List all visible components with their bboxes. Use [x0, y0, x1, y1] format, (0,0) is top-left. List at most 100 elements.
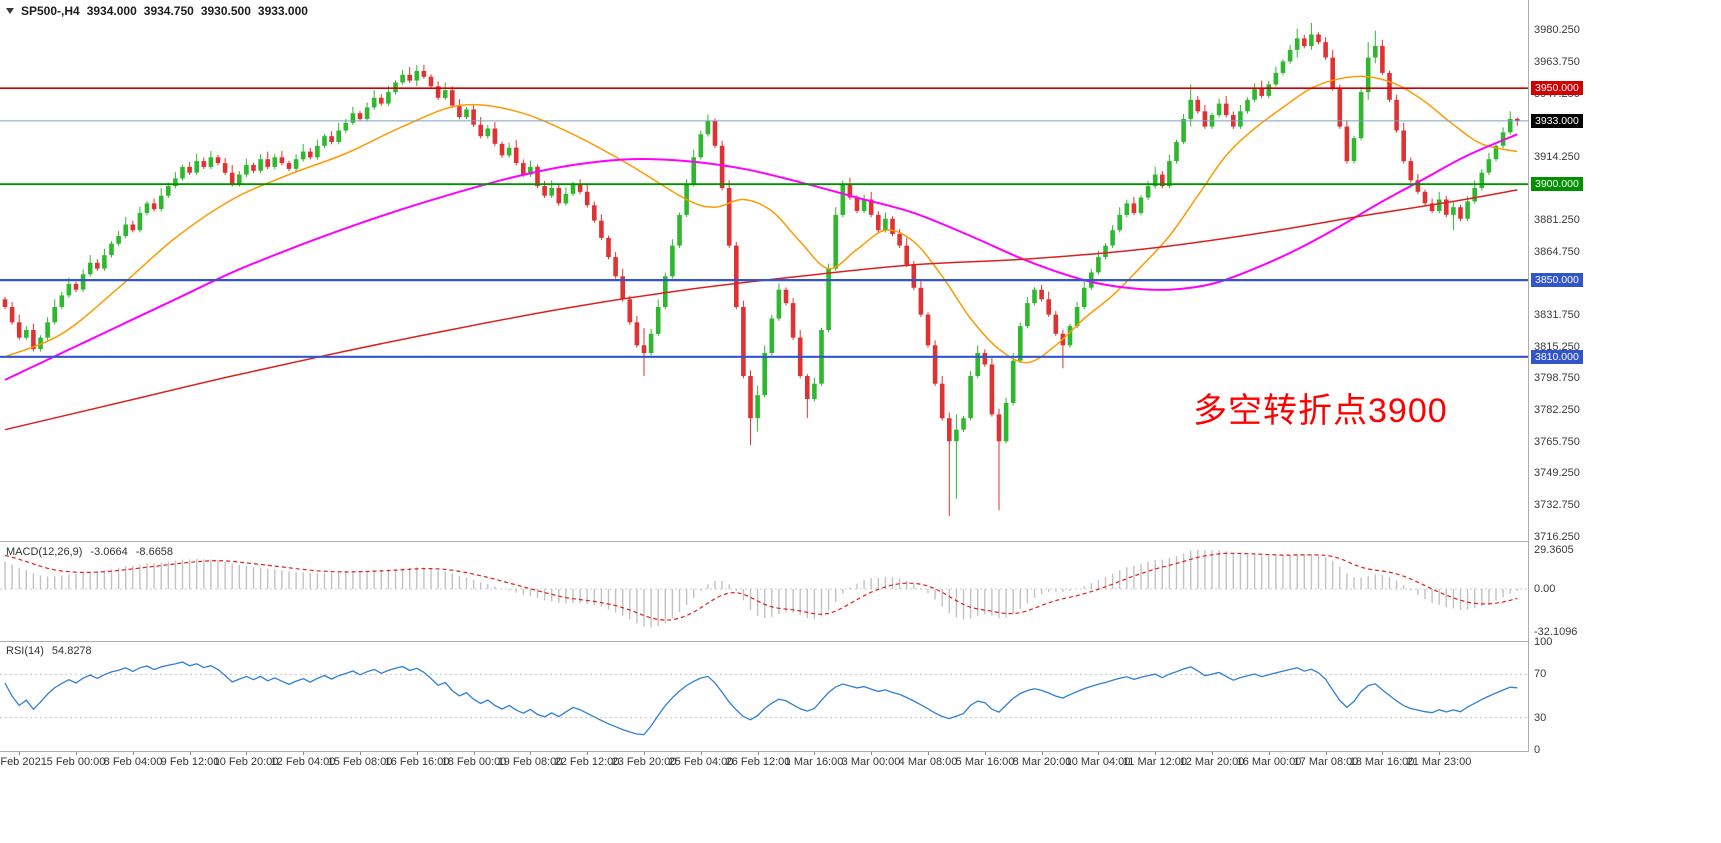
time-axis-label: 8 Feb 04:00	[103, 756, 163, 768]
time-tick	[1269, 752, 1270, 755]
macd-value-signal: -8.6658	[135, 546, 174, 558]
price-badge-3933: 3933.000	[1531, 114, 1583, 128]
time-axis-label: 16 Feb 16:00	[384, 756, 450, 768]
time-tick	[133, 752, 134, 755]
price-axis-label: 3980.250	[1534, 24, 1580, 36]
rsi-axis-label: 100	[1534, 636, 1553, 648]
time-axis-label: 25 Feb 04:00	[668, 756, 734, 768]
price-axis-label: 3732.750	[1534, 499, 1580, 511]
main-price-chart[interactable]	[0, 0, 1528, 541]
rsi-value: 54.8278	[51, 645, 92, 657]
rsi-indicator-panel[interactable]	[0, 642, 1528, 750]
symbol-timeframe-label: SP500-,H4	[21, 4, 80, 18]
rsi-name: RSI(14)	[6, 645, 44, 657]
macd-name: MACD(12,26,9)	[6, 546, 83, 558]
time-tick	[19, 752, 20, 755]
time-tick	[1326, 752, 1327, 755]
time-tick	[246, 752, 247, 755]
time-tick	[303, 752, 304, 755]
rsi-axis-label: 70	[1534, 668, 1547, 680]
time-axis-label: 3 Mar 00:00	[841, 756, 901, 768]
annotation-text: 多空转折点3900	[1193, 392, 1448, 430]
time-axis-label: 11 Mar 12:00	[1122, 756, 1188, 768]
time-tick	[871, 752, 872, 755]
rsi-label-row: RSI(14) 54.8278	[6, 645, 92, 657]
ohlc-low: 3930.500	[200, 4, 251, 18]
time-axis-label: 21 Mar 23:00	[1406, 756, 1472, 768]
panel-separator[interactable]	[0, 541, 1721, 542]
time-tick	[1439, 752, 1440, 755]
time-axis-label: 1 Mar 16:00	[784, 756, 844, 768]
time-tick	[1098, 752, 1099, 755]
panel-separator	[0, 751, 1721, 752]
time-tick	[701, 752, 702, 755]
time-axis-label: 8 Mar 20:00	[1012, 756, 1072, 768]
time-tick	[190, 752, 191, 755]
time-tick	[758, 752, 759, 755]
time-tick	[1212, 752, 1213, 755]
time-axis-label: 16 Mar 00:00	[1236, 756, 1302, 768]
price-axis-label: 3798.750	[1534, 372, 1580, 384]
time-tick	[985, 752, 986, 755]
time-axis-label: 19 Feb 08:00	[497, 756, 563, 768]
time-axis-label: 4 Mar 08:00	[898, 756, 958, 768]
time-tick	[417, 752, 418, 755]
ohlc-high: 3934.750	[143, 4, 194, 18]
price-axis[interactable]: 3980.2503963.7503947.2503930.7503914.250…	[1529, 0, 1721, 756]
macd-axis-label: 0.00	[1534, 583, 1556, 595]
time-axis-label: 26 Feb 12:00	[725, 756, 791, 768]
collapse-arrow-icon[interactable]	[6, 8, 14, 14]
time-axis-label: 23 Feb 20:00	[611, 756, 677, 768]
time-axis-label: 5 Mar 16:00	[955, 756, 1015, 768]
time-tick	[1042, 752, 1043, 755]
price-axis-label: 3864.750	[1534, 246, 1580, 258]
time-tick	[1382, 752, 1383, 755]
time-tick	[928, 752, 929, 755]
panel-separator[interactable]	[0, 641, 1721, 642]
price-axis-label: 3749.250	[1534, 467, 1580, 479]
price-axis-label: 3782.250	[1534, 404, 1580, 416]
macd-indicator-panel[interactable]	[0, 542, 1528, 640]
price-badge-3950: 3950.000	[1531, 81, 1583, 95]
time-axis-label: 10 Feb 20:00	[213, 756, 279, 768]
price-badge-3810: 3810.000	[1531, 350, 1583, 364]
price-scale-separator	[1528, 0, 1529, 751]
ohlc-open: 3934.000	[86, 4, 137, 18]
time-axis-label: 9 Feb 12:00	[160, 756, 220, 768]
rsi-axis-label: 30	[1534, 712, 1547, 724]
time-tick	[360, 752, 361, 755]
price-axis-label: 3765.750	[1534, 436, 1580, 448]
time-axis-label: 18 Feb 00:00	[441, 756, 507, 768]
time-tick	[530, 752, 531, 755]
price-axis-label: 3914.250	[1534, 151, 1580, 163]
time-axis-label: 18 Mar 16:00	[1349, 756, 1415, 768]
time-tick	[76, 752, 77, 755]
time-tick	[644, 752, 645, 755]
time-tick	[587, 752, 588, 755]
price-badge-3900: 3900.000	[1531, 177, 1583, 191]
price-badge-3850: 3850.000	[1531, 273, 1583, 287]
price-axis-label: 3881.250	[1534, 214, 1580, 226]
ohlc-close: 3933.000	[257, 4, 308, 18]
time-axis-label: 17 Mar 08:00	[1293, 756, 1359, 768]
time-axis-label: 12 Mar 20:00	[1179, 756, 1245, 768]
macd-value-main: -3.0664	[90, 546, 128, 558]
time-axis-label: 15 Feb 08:00	[327, 756, 393, 768]
chart-title: SP500-,H4 3934.000 3934.750 3930.500 393…	[6, 4, 308, 18]
price-axis-label: 3963.750	[1534, 56, 1580, 68]
time-axis-label: 22 Feb 12:00	[554, 756, 620, 768]
time-axis-label: 3 Feb 2021	[0, 756, 47, 768]
macd-axis-label: 29.3605	[1534, 544, 1574, 556]
macd-label-row: MACD(12,26,9) -3.0664 -8.6658	[6, 546, 173, 558]
rsi-axis-label: 0	[1534, 744, 1541, 756]
time-tick	[814, 752, 815, 755]
time-axis-label: 5 Feb 00:00	[46, 756, 106, 768]
time-tick	[1155, 752, 1156, 755]
time-tick	[474, 752, 475, 755]
price-axis-label: 3831.750	[1534, 309, 1580, 321]
price-axis-label: 3716.250	[1534, 531, 1580, 543]
time-axis-label: 12 Feb 04:00	[270, 756, 336, 768]
time-axis-label: 10 Mar 04:00	[1065, 756, 1131, 768]
